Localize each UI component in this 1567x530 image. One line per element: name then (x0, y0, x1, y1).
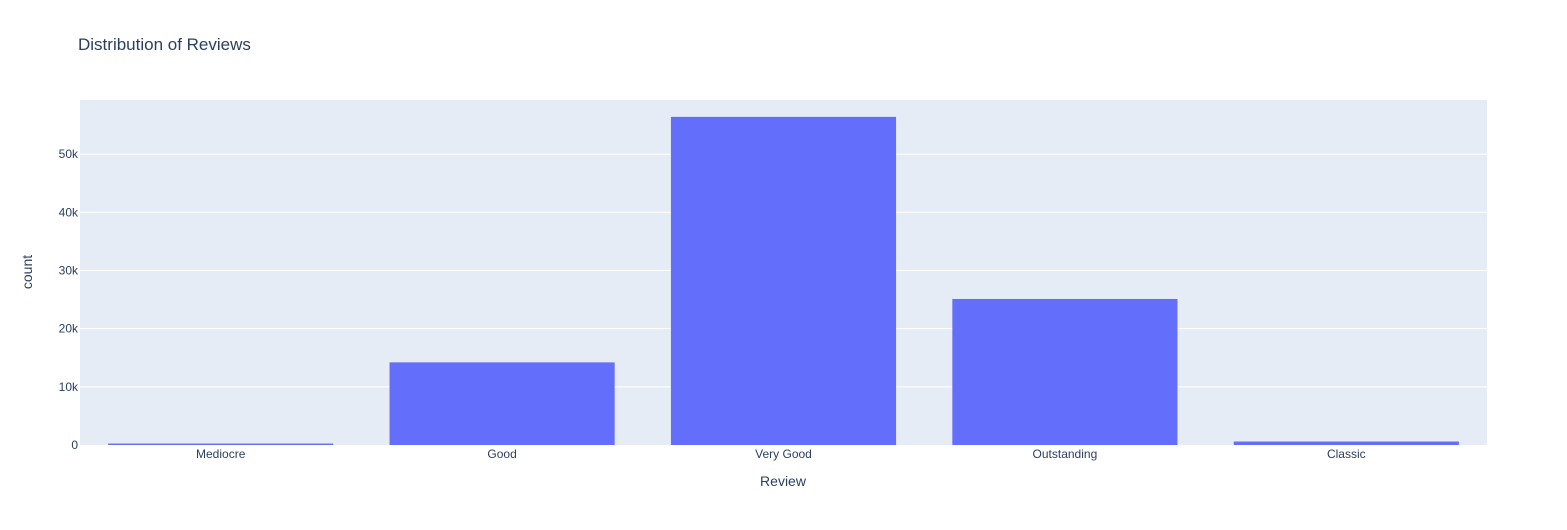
bar-classic[interactable] (1233, 441, 1459, 445)
bar-very-good[interactable] (670, 116, 897, 446)
x-tick-label: Outstanding (1033, 447, 1098, 461)
y-tick-label: 20k (59, 322, 79, 336)
x-tick-label: Very Good (755, 447, 812, 461)
x-tick-label: Classic (1327, 447, 1366, 461)
y-tick-labels: 0 10k 20k 30k 40k 50k (59, 147, 79, 452)
y-tick-label: 30k (59, 263, 79, 277)
bar-good[interactable] (389, 362, 615, 445)
bars (108, 116, 1459, 446)
y-tick-label: 0 (71, 438, 78, 452)
x-axis-title: Review (760, 473, 807, 489)
y-tick-label: 40k (59, 205, 79, 219)
x-tick-label: Mediocre (196, 447, 246, 461)
bar-mediocre[interactable] (108, 443, 334, 445)
x-tick-label: Good (487, 447, 516, 461)
y-tick-label: 50k (59, 147, 79, 161)
y-axis-title: count (19, 255, 35, 289)
chart-title: Distribution of Reviews (78, 35, 251, 54)
bar-outstanding[interactable] (952, 298, 1178, 445)
x-tick-labels: Mediocre Good Very Good Outstanding Classic (196, 447, 1366, 461)
y-tick-label: 10k (59, 380, 79, 394)
